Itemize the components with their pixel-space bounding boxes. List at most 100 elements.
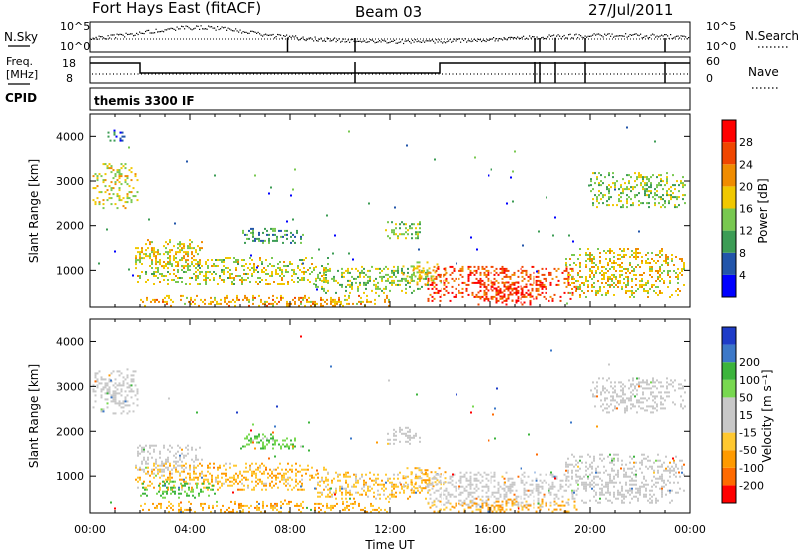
range-cell (404, 477, 407, 480)
range-cell (621, 487, 623, 490)
range-cell (296, 231, 298, 234)
range-cell (511, 273, 514, 276)
range-cell (563, 281, 566, 284)
range-cell (497, 508, 500, 511)
range-cell (419, 279, 421, 282)
range-cell (239, 470, 241, 473)
range-cell (259, 281, 261, 283)
range-cell (655, 280, 657, 282)
range-cell (300, 445, 302, 448)
range-cell (212, 504, 214, 507)
range-cell (569, 483, 572, 486)
range-cell (227, 484, 229, 487)
range-cell (417, 287, 419, 290)
range-cell (589, 499, 591, 502)
range-cell (413, 279, 415, 282)
range-cell (591, 483, 593, 486)
range-cell (522, 244, 524, 247)
range-cell (646, 176, 648, 179)
range-cell (215, 476, 217, 479)
range-cell (108, 386, 111, 389)
range-cell (607, 483, 609, 486)
range-cell (128, 410, 131, 413)
range-cell (575, 290, 577, 292)
range-cell (321, 275, 323, 277)
range-cell (353, 485, 355, 488)
range-cell (503, 493, 506, 496)
range-cell (414, 267, 417, 270)
range-cell (495, 267, 498, 270)
range-cell (130, 167, 133, 170)
range-cell (221, 476, 223, 479)
range-cell (155, 271, 157, 273)
noise-dot (278, 34, 280, 36)
range-cell (139, 466, 141, 469)
range-cell (513, 273, 516, 276)
range-cell (481, 265, 484, 268)
range-cell (102, 199, 105, 202)
range-cell (607, 455, 609, 458)
range-cell (258, 506, 260, 509)
range-cell (623, 278, 625, 280)
range-cell (361, 475, 363, 478)
range-cell (347, 491, 349, 494)
range-cell (159, 253, 161, 256)
range-cell (126, 193, 129, 196)
range-cell (475, 483, 478, 486)
range-cell (162, 300, 164, 303)
noise-dot (275, 36, 277, 38)
range-cell (195, 448, 197, 451)
range-cell (420, 271, 423, 274)
range-cell (100, 191, 103, 194)
noise-dot (334, 37, 336, 39)
range-cell (553, 508, 556, 511)
range-cell (426, 275, 429, 278)
range-cell (577, 487, 579, 490)
range-cell (411, 291, 413, 294)
noise-dot (416, 41, 418, 43)
range-cell (406, 144, 408, 147)
range-cell (545, 297, 548, 300)
range-cell (213, 462, 215, 465)
range-cell (647, 296, 649, 298)
range-cell (180, 294, 182, 297)
range-cell (607, 481, 609, 484)
range-cell (621, 501, 623, 504)
range-cell (334, 298, 336, 301)
range-cell (429, 493, 432, 496)
range-cell (223, 279, 225, 281)
noise-dot (677, 35, 679, 37)
range-cell (199, 474, 201, 477)
range-cell (190, 502, 192, 505)
range-cell (233, 478, 235, 481)
noise-dot (428, 40, 430, 42)
range-cell (162, 480, 164, 483)
range-cell (609, 286, 611, 288)
range-cell (575, 475, 578, 478)
noise-dot (194, 27, 196, 29)
range-cell (407, 483, 409, 486)
range-cell (629, 256, 631, 258)
range-cell (244, 294, 246, 297)
range-cell (661, 278, 663, 280)
range-cell (314, 502, 316, 505)
range-cell (178, 496, 180, 499)
range-cell (455, 481, 458, 484)
noise-dot (281, 37, 283, 39)
range-cell (186, 296, 188, 299)
noise-dot (227, 27, 229, 29)
range-cell (159, 468, 161, 471)
range-cell (224, 510, 226, 513)
colorbar-swatch (722, 252, 736, 275)
range-cell (592, 172, 594, 175)
noise-dot (581, 36, 583, 38)
range-cell (599, 288, 601, 290)
range-cell (609, 461, 611, 464)
range-cell (677, 274, 679, 276)
range-cell (135, 466, 137, 469)
range-cell (200, 488, 202, 491)
range-cell (477, 265, 480, 268)
range-cell (356, 302, 358, 305)
range-cell (94, 187, 97, 190)
range-cell (358, 300, 360, 303)
